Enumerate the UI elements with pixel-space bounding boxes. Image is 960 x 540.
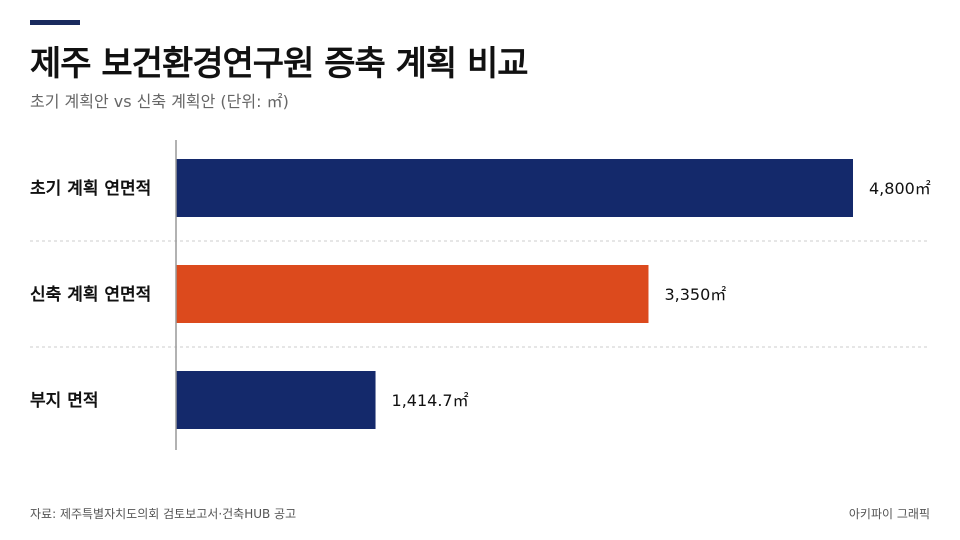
category-label: 신축 계획 연면적	[30, 285, 151, 305]
value-label: 3,350㎡	[664, 285, 726, 304]
category-label: 부지 면적	[30, 391, 98, 411]
bar	[176, 265, 649, 323]
accent-bar	[30, 20, 80, 25]
chart-title: 제주 보건환경연구원 증축 계획 비교	[30, 44, 529, 84]
category-label: 초기 계획 연면적	[30, 179, 151, 199]
bar	[176, 159, 853, 217]
source-note: 자료: 제주특별자치도의회 검토보고서·건축HUB 공고	[30, 507, 297, 521]
chart-subtitle: 초기 계획안 vs 신축 계획안 (단위: ㎡)	[30, 92, 289, 111]
graphic-credit: 아키파이 그래픽	[848, 507, 930, 521]
bar	[176, 371, 376, 429]
value-label: 4,800㎡	[869, 179, 931, 198]
value-label: 1,414.7㎡	[392, 391, 469, 410]
